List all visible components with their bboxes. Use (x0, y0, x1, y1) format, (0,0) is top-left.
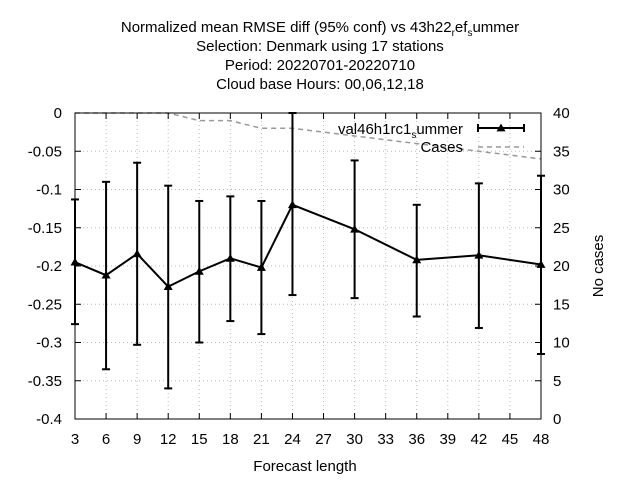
y-tick-label: -0.35 (28, 373, 62, 390)
x-tick-label: 12 (160, 431, 177, 448)
x-tick-label: 27 (315, 431, 332, 448)
data-point (163, 282, 173, 291)
legend: val46h1rc1summer Cases (338, 121, 525, 156)
y2-tick-label: 15 (553, 296, 570, 313)
title-line-1: Normalized mean RMSE diff (95% conf) vs … (121, 19, 519, 39)
y-tick-label: 0 (54, 105, 62, 122)
y2-tick-label: 40 (553, 105, 570, 122)
y2-tick-label: 25 (553, 220, 570, 237)
y2-tick-label: 20 (553, 258, 570, 275)
y2-tick-label: 0 (553, 411, 561, 428)
x-tick-label: 42 (471, 431, 488, 448)
data-point (287, 200, 297, 209)
data-point (194, 266, 204, 275)
cases-line (75, 112, 542, 160)
y2-tick-label: 5 (553, 373, 561, 390)
x-tick-label: 36 (408, 431, 425, 448)
data-point (412, 255, 422, 264)
legend-label-cases: Cases (420, 139, 463, 156)
legend-sample-main (477, 123, 525, 132)
y2-tick-label: 35 (553, 143, 570, 160)
y2-tick-label: 10 (553, 335, 570, 352)
legend-main-marker (496, 123, 506, 132)
y-tick-label: -0.2 (36, 258, 62, 275)
y2-axis-ticks: 40 35 30 25 20 15 10 5 0 (535, 105, 570, 428)
data-point (350, 224, 360, 233)
x-tick-label: 33 (377, 431, 394, 448)
x-tick-label: 39 (439, 431, 456, 448)
x-axis-ticks: 3 6 9 12 15 18 21 24 27 30 33 36 39 42 45 48 (71, 113, 550, 448)
x-axis-label: Forecast length (253, 458, 356, 475)
x-tick-label: 48 (533, 431, 550, 448)
x-tick-label: 30 (346, 431, 363, 448)
data-point (132, 249, 142, 258)
y-tick-label: -0.4 (36, 411, 62, 428)
x-tick-label: 18 (222, 431, 239, 448)
x-tick-label: 45 (502, 431, 519, 448)
legend-main-tail: ummer (416, 121, 463, 138)
title-suffix-sub2: s (467, 28, 472, 39)
main-line (74, 203, 542, 288)
title-suffix-mid: ef (455, 19, 468, 36)
y-tick-label: -0.05 (28, 143, 62, 160)
x-tick-label: 15 (191, 431, 208, 448)
y-tick-label: -0.25 (28, 296, 62, 313)
data-point (474, 250, 484, 259)
cases-series (75, 112, 542, 160)
data-point (256, 263, 266, 271)
x-tick-label: 21 (253, 431, 270, 448)
title-suffix-tail: ummer (472, 19, 519, 36)
grid (74, 112, 542, 420)
title-line-4: Cloud base Hours: 00,06,12,18 (216, 76, 424, 93)
y-axis-ticks: 0 -0.05 -0.1 -0.15 -0.2 -0.25 -0.3 -0.35 -0.4 (28, 105, 81, 428)
main-series (70, 112, 546, 390)
legend-main-sub: s (411, 130, 416, 141)
y-tick-label: -0.3 (36, 335, 62, 352)
title-line-2: Selection: Denmark using 17 stations (196, 38, 444, 55)
y2-axis-label: No cases (590, 235, 607, 298)
y2-tick-label: 30 (553, 182, 570, 199)
legend-label-main: val46h1rc1summer (338, 121, 463, 141)
x-tick-label: 3 (71, 431, 79, 448)
x-tick-label: 9 (133, 431, 141, 448)
x-tick-label: 24 (284, 431, 301, 448)
title-suffix-sub1: r (452, 28, 456, 39)
chart-title: Normalized mean RMSE diff (95% conf) vs … (121, 19, 519, 93)
title-line-3: Period: 20220701-20220710 (225, 57, 415, 74)
data-point (225, 253, 235, 262)
data-point (101, 270, 111, 279)
y-tick-label: -0.15 (28, 220, 62, 237)
y-tick-label: -0.1 (36, 182, 62, 199)
x-tick-label: 6 (102, 431, 110, 448)
